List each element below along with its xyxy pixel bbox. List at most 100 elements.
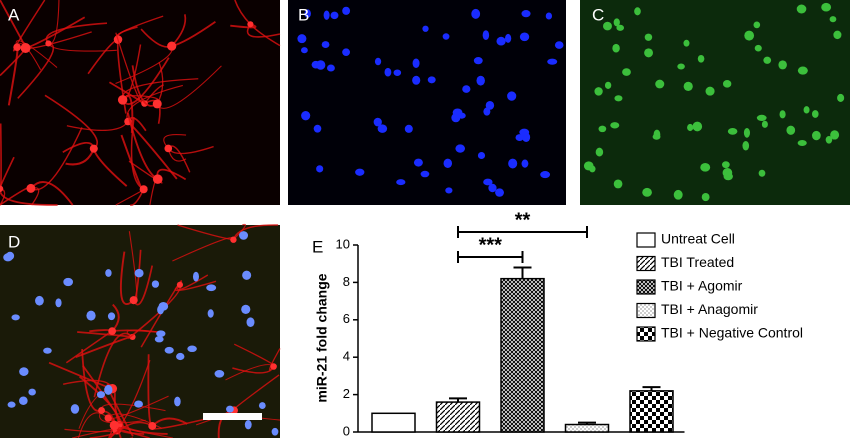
nucleus [604, 81, 612, 89]
nucleus [134, 268, 144, 278]
nucleus [342, 48, 350, 57]
nucleus [384, 67, 392, 77]
nucleus [485, 100, 495, 110]
nucleus [701, 192, 710, 202]
nucleus [96, 391, 105, 399]
soma [247, 21, 254, 28]
nucleus [687, 123, 694, 132]
nucleus [239, 231, 249, 240]
y-tick-label: 10 [336, 236, 350, 251]
legend-swatch [636, 232, 656, 248]
nucleus [837, 93, 845, 102]
nucleus [825, 136, 833, 144]
nucleus [603, 21, 612, 31]
nucleus [829, 16, 837, 23]
nucleus [43, 347, 52, 354]
nucleus [761, 120, 768, 128]
nucleus [304, 9, 311, 18]
nucleus [7, 401, 16, 408]
nucleus [612, 43, 620, 53]
nucleus [330, 11, 339, 20]
image-c [580, 0, 850, 205]
legend-swatch [636, 255, 656, 272]
nucleus [614, 95, 623, 102]
nucleus [242, 270, 252, 280]
soma [152, 174, 163, 184]
nucleus [697, 54, 705, 63]
y-axis-label: miR-21 fold change [314, 273, 330, 402]
nucleus [316, 165, 324, 173]
nucleus [642, 187, 652, 197]
nucleus [554, 41, 564, 49]
nucleus [11, 314, 20, 321]
nucleus [412, 58, 420, 69]
nucleus [246, 317, 255, 328]
nucleus [19, 396, 28, 405]
nucleus [521, 10, 531, 18]
nucleus [507, 91, 517, 101]
nucleus [226, 405, 234, 413]
nucleus [377, 124, 388, 133]
nucleus [156, 330, 166, 338]
nucleus [833, 30, 842, 40]
nucleus [483, 178, 493, 186]
nucleus [445, 187, 453, 194]
nucleus [427, 76, 436, 84]
nucleus [105, 269, 112, 277]
scale-bar [203, 413, 262, 420]
panel-label: B [298, 5, 309, 24]
nucleus [786, 125, 796, 135]
nucleus [683, 39, 690, 47]
nucleus [107, 312, 116, 321]
nucleus [244, 420, 252, 430]
legend-label: Untreat Cell [661, 231, 735, 247]
nucleus [313, 124, 322, 133]
nucleus [797, 66, 808, 75]
soma [89, 144, 98, 153]
y-tick-label: 0 [343, 423, 350, 438]
nucleus [521, 159, 529, 168]
nucleus [214, 370, 225, 378]
neurite [233, 223, 246, 241]
nucleus [241, 304, 251, 314]
nucleus [705, 86, 715, 96]
nucleus [610, 122, 620, 129]
nucleus [70, 404, 80, 414]
bar [371, 412, 416, 433]
legend-swatch [636, 279, 656, 295]
nucleus [673, 189, 683, 200]
panel-label: C [592, 5, 604, 24]
nucleus [613, 179, 623, 189]
nucleus [742, 140, 750, 151]
significance-label: *** [479, 234, 503, 256]
nucleus [473, 57, 483, 65]
nucleus [134, 400, 143, 408]
error-bar [513, 266, 532, 279]
nucleus [727, 127, 738, 135]
nucleus [471, 8, 481, 19]
nucleus [271, 427, 279, 436]
nucleus [3, 253, 13, 262]
nucleus [63, 277, 74, 287]
nucleus [164, 346, 174, 354]
nucleus [455, 144, 466, 153]
nucleus [616, 24, 625, 31]
nucleus [830, 130, 840, 140]
nucleus [547, 58, 558, 65]
soma [20, 43, 31, 53]
nucleus [176, 352, 185, 361]
nucleus [721, 161, 730, 169]
nucleus [803, 106, 810, 114]
nucleus [655, 79, 665, 89]
nucleus [355, 168, 365, 176]
soma [139, 185, 148, 194]
nucleus [613, 18, 620, 27]
nucleus [598, 125, 607, 133]
neurite [17, 42, 55, 99]
neurite [0, 156, 15, 191]
nucleus [174, 396, 181, 407]
soma [108, 327, 117, 336]
nucleus [442, 33, 450, 40]
